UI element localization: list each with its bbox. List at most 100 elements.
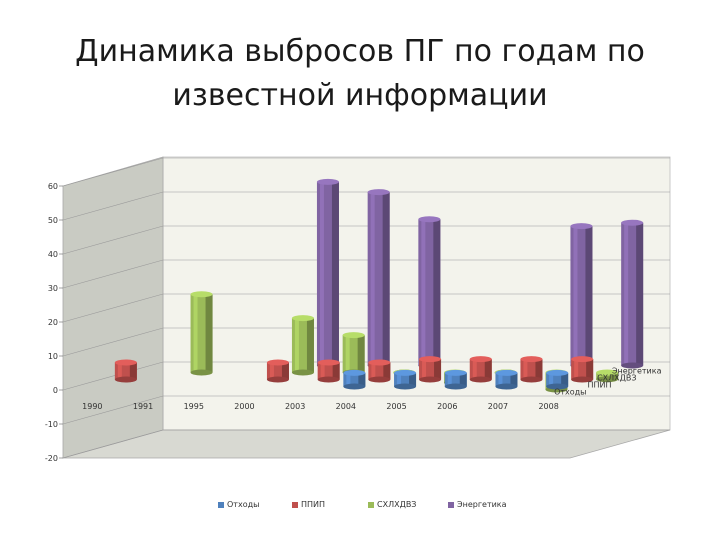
bar-shade [434, 359, 442, 380]
bar-bottom [520, 376, 543, 383]
bar-top [418, 216, 441, 223]
bar [596, 369, 619, 383]
bar-highlight [371, 362, 376, 380]
gridline [62, 259, 670, 289]
bar [571, 356, 594, 383]
bar-top [342, 332, 365, 339]
x-tick-label: 2006 [437, 402, 457, 411]
bar [316, 178, 339, 369]
x-tick-label: 2003 [285, 402, 305, 411]
bar-shade [459, 372, 467, 387]
bar-highlight [397, 372, 402, 387]
y-tick-label: 20 [48, 318, 58, 327]
bar [419, 356, 442, 383]
bar-highlight [422, 359, 427, 380]
gridline [62, 225, 670, 255]
bar-bottom [343, 383, 366, 390]
bar-top [394, 369, 417, 376]
legend-label: СХЛХДВЗ [377, 500, 417, 509]
bar-bottom [546, 383, 569, 390]
chart-gridlines [59, 157, 670, 459]
bar-bottom [621, 362, 644, 369]
bar-bottom [444, 383, 467, 390]
floor [62, 429, 671, 459]
bar-top [495, 369, 518, 376]
bar-shade [358, 372, 366, 387]
y-axis-ticks: -20 -10 0 10 20 30 40 50 60 [45, 182, 58, 463]
bar-highlight [599, 372, 604, 380]
bar-top [317, 359, 340, 366]
bar [495, 369, 518, 390]
bar [368, 359, 391, 383]
legend-item: Энергетика [448, 500, 507, 509]
y-tick-label: 40 [48, 250, 58, 259]
bar-shade [636, 222, 644, 366]
slide-title: Динамика выбросов ПГ по годам по известн… [75, 34, 645, 113]
gridline [62, 157, 670, 187]
bar-shade [510, 372, 518, 387]
bar-highlight [117, 362, 122, 380]
bar-shade [129, 362, 137, 380]
bar-highlight [472, 359, 477, 380]
gridline [62, 429, 670, 459]
bar-top [621, 219, 644, 226]
x-tick-label: 1990 [82, 402, 102, 411]
bar-highlight [624, 222, 629, 366]
bar-bottom [419, 376, 442, 383]
bar-highlight [345, 335, 350, 373]
bar-shade [611, 372, 619, 380]
legend-swatch [292, 501, 298, 508]
y-tick-label: 30 [48, 284, 58, 293]
x-tick-label: 2007 [488, 402, 508, 411]
bar-bottom [394, 383, 417, 390]
legend-item: СХЛХДВЗ [368, 500, 416, 509]
x-tick-label: 1995 [184, 402, 204, 411]
y-tick-label: 50 [48, 216, 58, 225]
gridline [62, 395, 670, 425]
bar-shade [561, 372, 569, 387]
bar-bottom [495, 383, 518, 390]
bar-top [114, 359, 137, 366]
gridline [62, 191, 670, 221]
gridline [62, 361, 670, 391]
bar-shade [357, 335, 365, 373]
x-axis-ticks: 1990 1991 1995 2000 2003 2004 2005 2006 2007 2008 [82, 402, 559, 411]
depth-axis-label: Энергетика [612, 367, 662, 376]
bar-highlight [447, 372, 452, 387]
bar-highlight [498, 372, 503, 387]
bar-top [367, 189, 390, 196]
bar-shade [205, 294, 213, 373]
depth-axis-label: ППИП [587, 381, 611, 390]
bar-top [266, 359, 289, 366]
legend-item: ППИП [292, 500, 325, 509]
gridline [62, 327, 670, 357]
bar-highlight [269, 362, 274, 380]
bar-shade [382, 192, 390, 366]
bar [469, 356, 492, 383]
gridline [62, 293, 670, 323]
bar-bottom [317, 376, 340, 383]
bar-top [190, 291, 213, 298]
bar [418, 216, 441, 369]
y-tick-label: 0 [53, 386, 58, 395]
bar-shade [331, 181, 339, 366]
bar-highlight [523, 359, 528, 380]
x-tick-label: 2008 [538, 402, 558, 411]
bar-body [596, 372, 619, 380]
depth-axis-label: СХЛХДВЗ [597, 374, 636, 383]
bar-highlight [574, 359, 579, 380]
bar-highlight [319, 181, 324, 366]
bar-shade [306, 318, 314, 373]
bar-bottom [266, 376, 289, 383]
bar-highlight [346, 372, 351, 387]
chart: -20 -10 0 10 20 30 40 50 60 1990 1991 1995 2000 2003… [45, 156, 671, 463]
bar [343, 369, 366, 390]
bar-top [571, 356, 594, 363]
bar-top [343, 369, 366, 376]
bar-top [316, 178, 339, 185]
bar-shade [535, 359, 543, 380]
legend-swatch [448, 501, 454, 508]
bar-highlight [370, 192, 375, 366]
bar-shade [281, 362, 289, 380]
bar-highlight [549, 372, 554, 387]
